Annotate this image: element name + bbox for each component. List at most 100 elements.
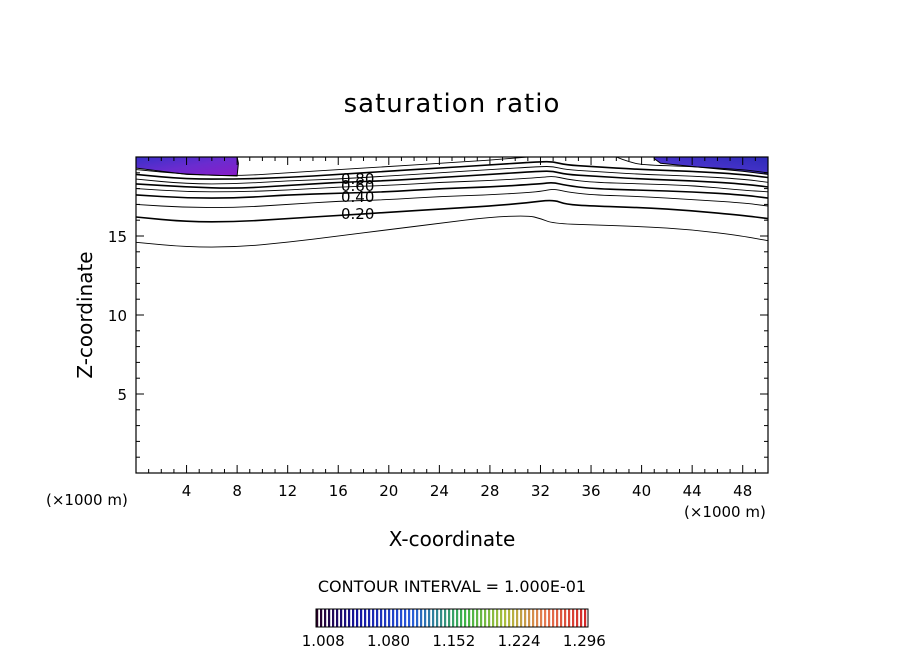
colorbar <box>315 608 589 628</box>
colorbar-stripe <box>544 609 547 627</box>
colorbar-stripe <box>388 609 391 627</box>
colorbar-stripe <box>332 609 335 627</box>
chart-title: saturation ratio <box>344 89 561 119</box>
colorbar-stripe <box>460 609 463 627</box>
colorbar-stripe <box>540 609 543 627</box>
colorbar-tick-label: 1.296 <box>563 632 606 650</box>
colorbar-stripe <box>436 609 439 627</box>
colorbar-stripe <box>376 609 379 627</box>
colorbar-stripe <box>580 609 583 627</box>
colorbar-stripe <box>496 609 499 627</box>
contour-line <box>135 166 769 185</box>
contour-lines <box>135 156 769 248</box>
colorbar-stripe <box>516 609 519 627</box>
colorbar-stripe <box>472 609 475 627</box>
contour-line <box>135 182 769 199</box>
colorbar-stripe <box>428 609 431 627</box>
colorbar-stripe <box>372 609 375 627</box>
contour-label-080: 0.80 <box>341 170 374 188</box>
colorbar-stripe <box>348 609 351 627</box>
colorbar-stripe <box>340 609 343 627</box>
colorbar-stripe <box>336 609 339 627</box>
colorbar-frame <box>315 608 589 628</box>
colorbar-stripe <box>344 609 347 627</box>
x-tick-label: 4 <box>182 482 192 500</box>
colorbar-stripe <box>452 609 455 627</box>
x-tick-label: 36 <box>581 482 600 500</box>
contour-labels: 0.80 0.60 0.40 0.20 <box>341 170 374 223</box>
x-unit-right: (×1000 m) <box>684 503 766 521</box>
colorbar-tick-label: 1.080 <box>367 632 410 650</box>
colorbar-tick-label: 1.224 <box>498 632 541 650</box>
x-tick-label: 32 <box>531 482 550 500</box>
colorbar-ticks: 1.008 1.080 1.152 1.224 1.296 <box>302 632 606 650</box>
x-tick-label: 8 <box>232 482 242 500</box>
colorbar-stripe <box>384 609 387 627</box>
contour-line <box>135 176 769 193</box>
contour-interval: CONTOUR INTERVAL = 1.000E-01 <box>318 577 586 596</box>
colorbar-stripe <box>512 609 515 627</box>
colorbar-stripe <box>476 609 479 627</box>
colorbar-stripe <box>416 609 419 627</box>
colorbar-stripe <box>520 609 523 627</box>
colorbar-stripe <box>356 609 359 627</box>
contour-line <box>135 156 528 176</box>
contour-label-020: 0.20 <box>341 205 374 223</box>
colorbar-stripe <box>404 609 407 627</box>
x-tick-label: 20 <box>379 482 398 500</box>
colorbar-stripe <box>500 609 503 627</box>
colorbar-stripe <box>380 609 383 627</box>
colorbar-stripe <box>504 609 507 627</box>
colorbar-stripe <box>448 609 451 627</box>
colorbar-stripe <box>464 609 467 627</box>
y-tick-label: 5 <box>117 386 127 404</box>
colorbar-stripe <box>420 609 423 627</box>
x-tick-label: 16 <box>329 482 348 500</box>
colorbar-stripe <box>444 609 447 627</box>
contour-label-040: 0.40 <box>341 188 374 206</box>
colorbar-stripe <box>564 609 567 627</box>
colorbar-stripe <box>320 609 323 627</box>
colorbar-stripe <box>528 609 531 627</box>
colorbar-stripe <box>480 609 483 627</box>
colorbar-stripe <box>488 609 491 627</box>
colorbar-stripe <box>408 609 411 627</box>
colorbar-stripe <box>412 609 415 627</box>
contour-line <box>135 199 769 223</box>
colorbar-stripe <box>536 609 539 627</box>
colorbar-stripe <box>324 609 327 627</box>
x-tick-label: 12 <box>278 482 297 500</box>
x-tick-label: 44 <box>683 482 702 500</box>
colorbar-stripe <box>552 609 555 627</box>
colorbar-stripe <box>432 609 435 627</box>
colorbar-stripe <box>352 609 355 627</box>
colorbar-tick-label: 1.008 <box>302 632 345 650</box>
colorbar-stripe <box>524 609 527 627</box>
colorbar-stripe <box>440 609 443 627</box>
colorbar-stripe <box>556 609 559 627</box>
x-axis-label: X-coordinate <box>389 527 516 551</box>
contour-line <box>135 215 769 248</box>
plot-frame <box>135 156 769 474</box>
y-tick-label: 10 <box>108 307 127 325</box>
colorbar-stripe <box>368 609 371 627</box>
colorbar-stripe <box>532 609 535 627</box>
contour-line <box>616 156 769 174</box>
colorbar-stripe <box>560 609 563 627</box>
colorbar-tick-label: 1.152 <box>432 632 475 650</box>
x-tick-label: 40 <box>632 482 651 500</box>
x-tick-label: 48 <box>733 482 752 500</box>
x-unit-left: (×1000 m) <box>46 491 128 509</box>
colorbar-stripe <box>576 609 579 627</box>
colorbar-stripe <box>568 609 571 627</box>
colorbar-stripe <box>424 609 427 627</box>
contour-label-060: 0.60 <box>341 177 374 195</box>
colorbar-stripe <box>316 609 319 627</box>
colorbar-stripe <box>584 609 587 627</box>
contour-line <box>135 170 769 189</box>
colorbar-stripe <box>456 609 459 627</box>
y-axis-label: Z-coordinate <box>73 251 97 378</box>
contour-line <box>135 160 769 180</box>
